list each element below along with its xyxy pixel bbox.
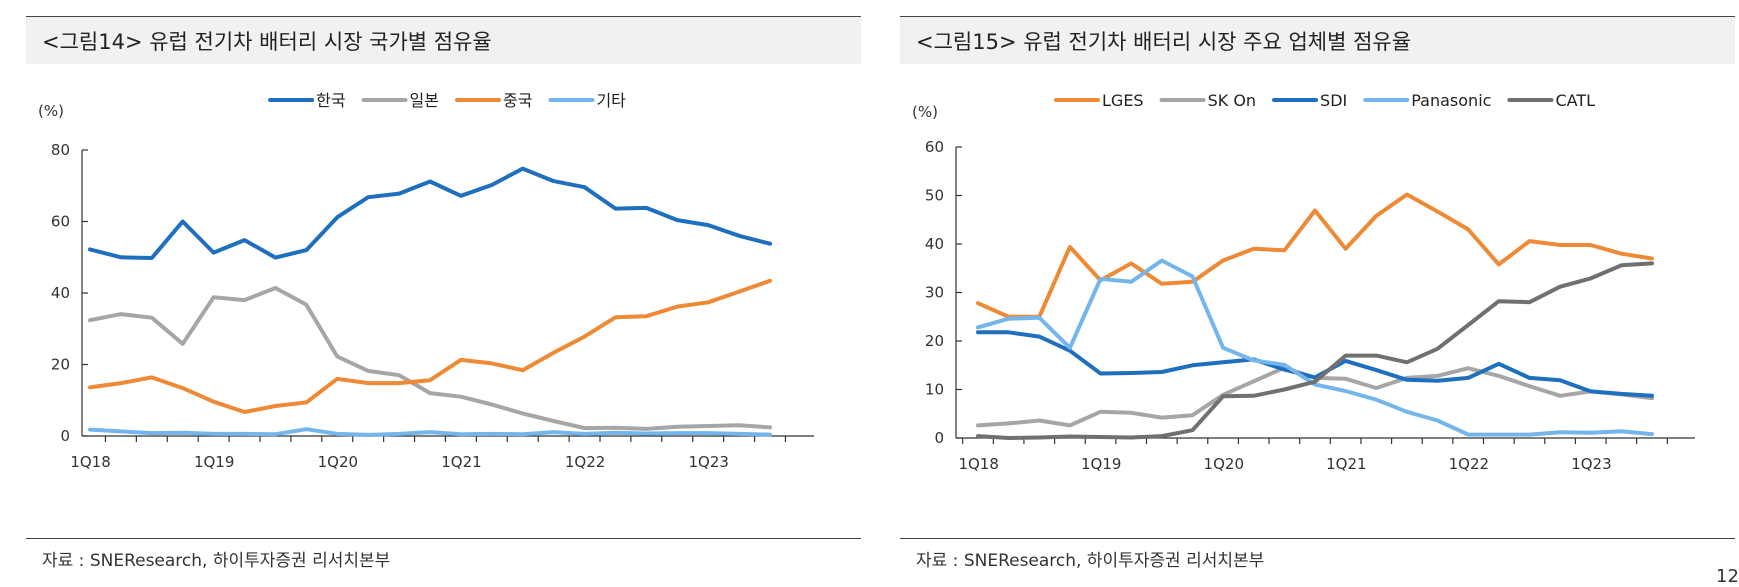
- series-line-2: [88, 278, 772, 414]
- y-tick-label: 10: [925, 381, 944, 399]
- legend-item: 기타: [548, 91, 626, 110]
- legend-item: Panasonic: [1363, 91, 1491, 110]
- y-tick-label: 50: [925, 187, 944, 205]
- page-number: 12: [1716, 566, 1739, 587]
- x-tick-label: 1Q21: [441, 453, 481, 471]
- legend-item: LGES: [1054, 91, 1144, 110]
- y-tick-label: 30: [925, 284, 944, 302]
- legend-label: LGES: [1102, 91, 1144, 110]
- y-tick-label: 80: [51, 141, 70, 159]
- chart-panel-left: <그림14> 유럽 전기차 배터리 시장 국가별 점유율 (%) 0 20 40 60 8…: [26, 16, 861, 576]
- x-tick-label: 1Q23: [1571, 455, 1611, 473]
- legend-label: 기타: [596, 91, 626, 110]
- legend: LGES SK On SDI Panasonic CATL: [1054, 91, 1595, 110]
- source-divider: [900, 538, 1735, 539]
- x-tick-label: 1Q18: [958, 455, 998, 473]
- series-line-2: [976, 330, 1654, 398]
- line-chart: (%) 0 20 40 60 80 1Q18 1Q19 1Q20 1Q21 1Q22 1Q23 한국 일본…: [38, 91, 814, 471]
- x-tick-label: 1Q21: [1326, 455, 1366, 473]
- legend-item: 중국: [455, 91, 532, 110]
- legend-item: 일본: [361, 91, 439, 110]
- legend-label: SK On: [1208, 91, 1256, 110]
- y-unit-label: (%): [38, 102, 64, 120]
- legend: 한국 일본 중국 기타: [268, 91, 626, 110]
- y-unit-label: (%): [912, 103, 938, 121]
- legend-item: 한국: [268, 91, 346, 110]
- legend-label: Panasonic: [1411, 91, 1491, 110]
- x-tick-label: 1Q18: [70, 453, 110, 471]
- line-chart: (%) 0 10 20 30 40 50 60 1Q18 1Q19 1Q20 1Q21 1Q22 1Q23…: [912, 91, 1695, 473]
- series-line-4: [976, 261, 1654, 440]
- chart-title-bar: <그림14> 유럽 전기차 배터리 시장 국가별 점유율: [26, 16, 861, 64]
- x-tick-label: 1Q20: [318, 453, 358, 471]
- legend-label: 한국: [316, 91, 345, 110]
- series-line-0: [976, 192, 1654, 319]
- y-tick-label: 20: [51, 356, 70, 374]
- legend-label: SDI: [1320, 91, 1347, 110]
- series-line-3: [88, 427, 772, 437]
- y-tick-label: 60: [925, 138, 944, 156]
- legend-item: SDI: [1272, 91, 1347, 110]
- legend-item: CATL: [1507, 91, 1595, 110]
- x-tick-label: 1Q19: [194, 453, 234, 471]
- y-tick-label: 0: [60, 427, 70, 445]
- x-tick-label: 1Q19: [1081, 455, 1121, 473]
- series-line-0: [88, 166, 772, 260]
- y-tick-label: 20: [925, 332, 944, 350]
- chart-title: <그림15> 유럽 전기차 배터리 시장 주요 업체별 점유율: [916, 30, 1412, 54]
- source-note: 자료 : SNEResearch, 하이투자증권 리서치본부: [42, 551, 391, 571]
- x-tick-label: 1Q23: [689, 453, 729, 471]
- y-tick-label: 40: [51, 284, 70, 302]
- legend-label: CATL: [1555, 91, 1595, 110]
- chart-title-bar: <그림15> 유럽 전기차 배터리 시장 주요 업체별 점유율: [900, 16, 1735, 64]
- series-line-1: [88, 286, 772, 431]
- source-note: 자료 : SNEResearch, 하이투자증권 리서치본부: [916, 551, 1265, 571]
- y-tick-label: 40: [925, 235, 944, 253]
- y-tick-label: 60: [51, 213, 70, 231]
- legend-label: 중국: [503, 91, 532, 110]
- source-divider: [26, 538, 861, 539]
- x-tick-label: 1Q20: [1204, 455, 1244, 473]
- x-tick-label: 1Q22: [1449, 455, 1489, 473]
- series-line-3: [976, 258, 1654, 437]
- x-tick-label: 1Q22: [565, 453, 605, 471]
- legend-label: 일본: [410, 91, 439, 110]
- chart-title: <그림14> 유럽 전기차 배터리 시장 국가별 점유율: [42, 30, 492, 54]
- y-tick-label: 0: [934, 429, 944, 447]
- chart-panel-right: <그림15> 유럽 전기차 배터리 시장 주요 업체별 점유율 (%) 0 10 20…: [900, 16, 1735, 576]
- legend-item: SK On: [1159, 91, 1256, 110]
